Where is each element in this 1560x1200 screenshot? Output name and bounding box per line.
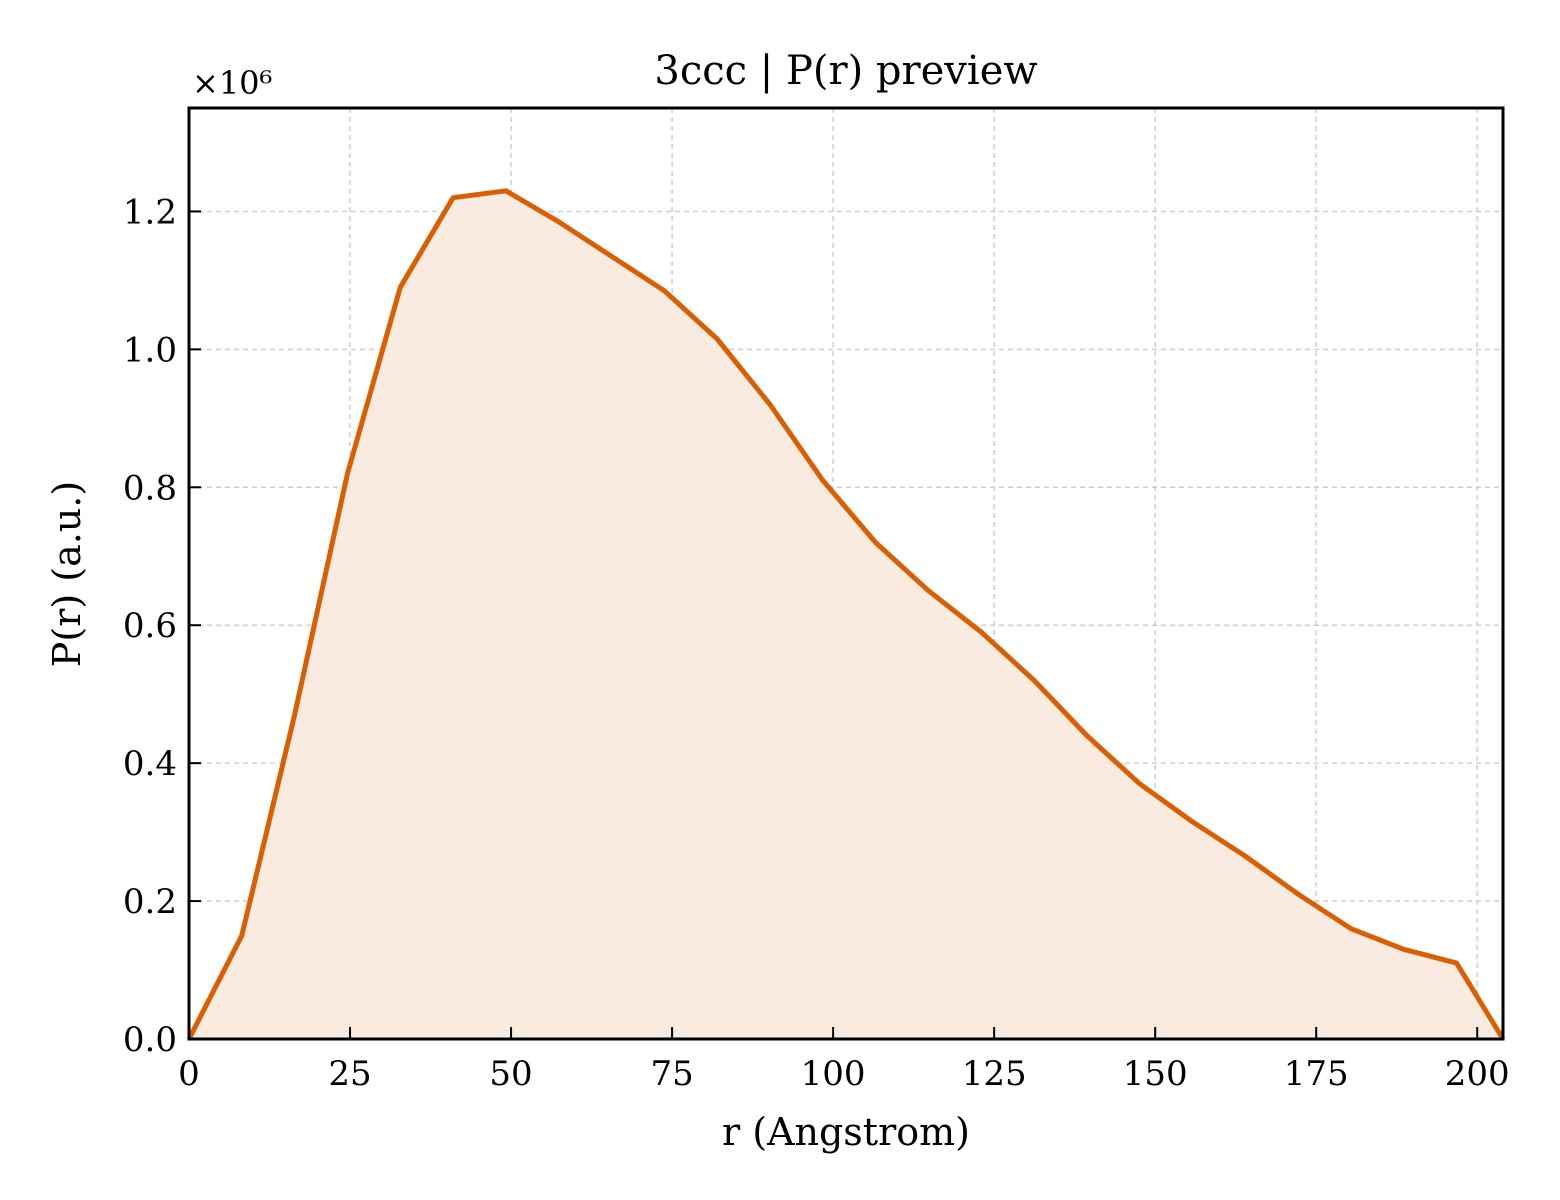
y-tick-label: 1.0 (123, 330, 177, 370)
x-tick-label: 125 (962, 1054, 1027, 1094)
axis-ticks (188, 210, 1479, 1040)
y-tick-label: 0.2 (123, 882, 177, 922)
y-axis-label: P(r) (a.u.) (45, 481, 89, 667)
x-axis-label: r (Angstrom) (722, 1110, 970, 1154)
x-tick-label: 50 (489, 1054, 532, 1094)
x-tick-label: 200 (1445, 1054, 1510, 1094)
pr-area-fill (189, 190, 1503, 1040)
y-tick-label: 0.0 (123, 1020, 177, 1060)
y-tick-label: 1.2 (123, 192, 177, 232)
y-multiplier-label: ×10⁶ (192, 64, 272, 102)
x-tick-label: 0 (178, 1054, 200, 1094)
x-tick-label: 25 (328, 1054, 371, 1094)
y-tick-labels: 0.0 0.2 0.4 0.6 0.8 1.0 1.2 (123, 192, 177, 1060)
x-tick-label: 75 (650, 1054, 693, 1094)
y-tick-label: 0.4 (123, 744, 177, 784)
x-tick-label: 150 (1123, 1054, 1188, 1094)
x-tick-label: 100 (801, 1054, 866, 1094)
chart-title: 3ccc | P(r) preview (654, 48, 1037, 94)
x-tick-label: 175 (1284, 1054, 1349, 1094)
pr-line (186, 188, 1506, 1041)
plot-frame (187, 106, 1505, 1041)
y-tick-label: 0.6 (123, 606, 177, 646)
x-tick-labels: 0 25 50 75 100 125 150 175 200 (178, 1054, 1510, 1094)
y-tick-label: 0.8 (123, 468, 177, 508)
